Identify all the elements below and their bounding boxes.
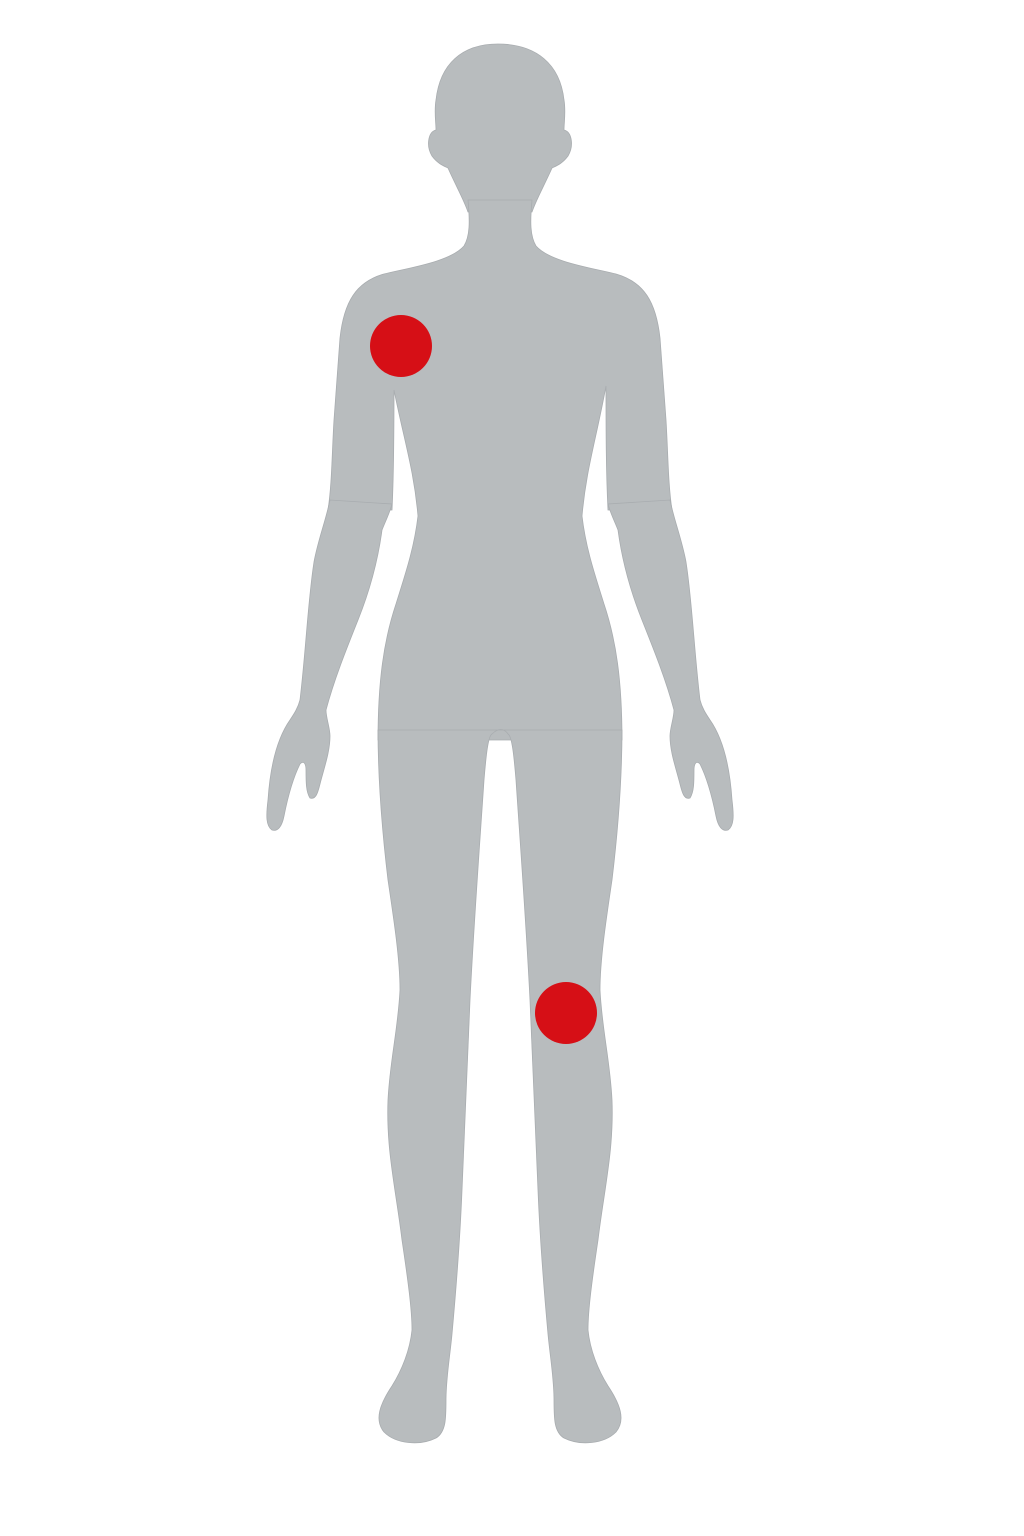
marker-right-shoulder[interactable] xyxy=(370,315,432,377)
arm-right-shape xyxy=(266,499,393,831)
body-silhouette xyxy=(266,43,734,1444)
arm-left-shape xyxy=(607,499,734,831)
legs-shape xyxy=(377,729,623,1444)
markers-layer xyxy=(370,315,597,1044)
marker-left-knee[interactable] xyxy=(535,982,597,1044)
torso-shape xyxy=(327,199,673,741)
head-shape xyxy=(428,43,572,213)
